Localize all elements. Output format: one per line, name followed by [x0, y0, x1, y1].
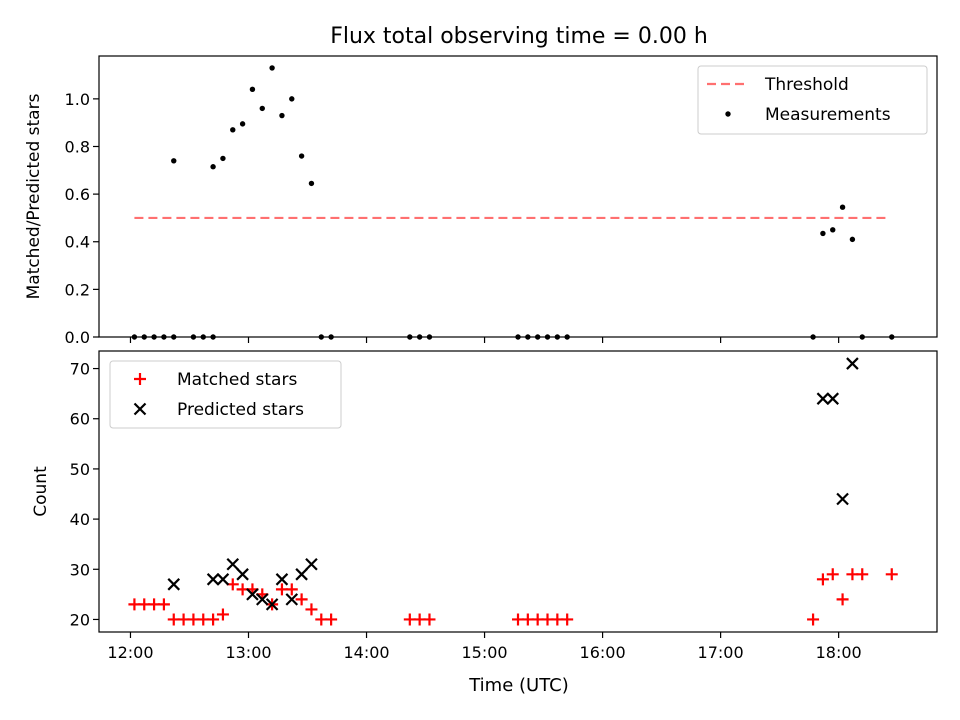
measurement-point	[849, 236, 856, 243]
predicted-star-marker	[246, 588, 259, 601]
legend-box	[109, 360, 342, 429]
predicted-star-marker	[226, 557, 240, 571]
axes-frame	[98, 350, 938, 633]
measurement-point	[239, 121, 246, 127]
predicted-star-marker	[305, 557, 318, 571]
y-tick-label: 0.6	[65, 185, 90, 204]
measurement-point	[220, 155, 226, 162]
measurement-point	[249, 86, 256, 93]
measurement-point	[279, 112, 285, 119]
measurement-point	[269, 65, 275, 71]
measurement-point	[289, 96, 295, 102]
measurement-point	[308, 180, 315, 187]
matched-star-marker	[885, 568, 898, 581]
measurement-point	[210, 164, 216, 170]
y-tick-label: 60	[70, 410, 90, 429]
y-tick-label: 40	[70, 510, 90, 529]
ratio-panel: 0.0 0.2 0.4 0.6 0.8 1.0 Matched/Predicted star…	[24, 55, 938, 347]
matched-star-marker	[285, 583, 298, 596]
y-tick-label: 0.2	[65, 280, 90, 299]
y-axis-label: Matched/Predicted stars	[24, 93, 44, 299]
legend-label: Predicted stars	[177, 400, 304, 420]
x-tick-label: 13:00	[225, 643, 271, 662]
matched-star-marker	[807, 613, 820, 626]
matched-star-marker	[216, 608, 229, 621]
predicted-star-marker	[265, 598, 279, 611]
y-tick-label: 70	[70, 360, 90, 379]
measurement-point	[839, 204, 846, 210]
chart-title: Flux total observing time = 0.00 h	[330, 24, 708, 49]
y-tick-label: 30	[70, 560, 90, 579]
matched-star-marker	[856, 568, 869, 581]
y-tick-label: 50	[70, 460, 90, 479]
predicted-star-marker	[846, 357, 859, 370]
y-tick-label: 0.4	[65, 233, 90, 252]
x-tick-label: 17:00	[698, 643, 744, 662]
predicted-star-marker	[236, 568, 249, 581]
y-tick-label: 0.8	[65, 137, 90, 156]
measurement-point	[259, 105, 265, 112]
legend-label: Threshold	[764, 75, 849, 95]
axes-frame	[98, 55, 938, 338]
predicted-star-marker	[816, 392, 830, 405]
predicted-star-marker	[285, 593, 299, 606]
matched-star-marker	[561, 613, 574, 626]
measurement-point	[830, 227, 836, 233]
x-axis-label: Time (UTC)	[468, 675, 569, 696]
y-tick-label: 20	[70, 610, 90, 629]
y-axis-label: Count	[31, 466, 51, 517]
matched-star-marker	[325, 613, 338, 626]
predicted-star-marker	[826, 392, 840, 405]
predicted-star-marker	[255, 593, 269, 606]
measurement-point	[171, 158, 177, 164]
matched-star-marker	[423, 613, 436, 626]
legend-predicted-swatch	[133, 402, 147, 416]
y-tick-label: 0.0	[65, 328, 90, 347]
matched-star-marker	[826, 568, 839, 581]
predicted-star-marker	[295, 568, 308, 581]
predicted-star-marker	[167, 578, 181, 591]
x-tick-label: 18:00	[816, 643, 862, 662]
measurement-point	[820, 230, 826, 237]
count-panel: 20 30 40 50 60 70 12:00 13:00 14:00 15:00 16:00 17:…	[31, 350, 938, 662]
x-tick-label: 14:00	[343, 643, 389, 662]
matched-star-marker	[836, 593, 849, 606]
predicted-star-marker	[275, 573, 289, 586]
legend-measurement-swatch	[725, 111, 731, 117]
matched-star-marker	[305, 603, 318, 616]
matched-star-marker	[816, 573, 829, 586]
matched-star-marker	[207, 613, 220, 626]
matched-star-marker	[157, 598, 170, 611]
x-tick-label: 12:00	[107, 643, 153, 662]
measurement-point	[230, 127, 236, 133]
legend-label: Matched stars	[177, 370, 297, 390]
y-tick-label: 1.0	[65, 90, 90, 109]
measurement-point	[298, 153, 305, 159]
predicted-star-marker	[216, 573, 230, 586]
legend-label: Measurements	[765, 105, 891, 125]
matched-star-marker	[295, 593, 308, 606]
x-tick-label: 15:00	[462, 643, 508, 662]
legend-matched-swatch	[134, 373, 146, 385]
predicted-star-marker	[206, 573, 220, 586]
legend-box	[697, 65, 928, 135]
predicted-star-marker	[836, 492, 849, 506]
x-tick-label: 16:00	[580, 643, 626, 662]
